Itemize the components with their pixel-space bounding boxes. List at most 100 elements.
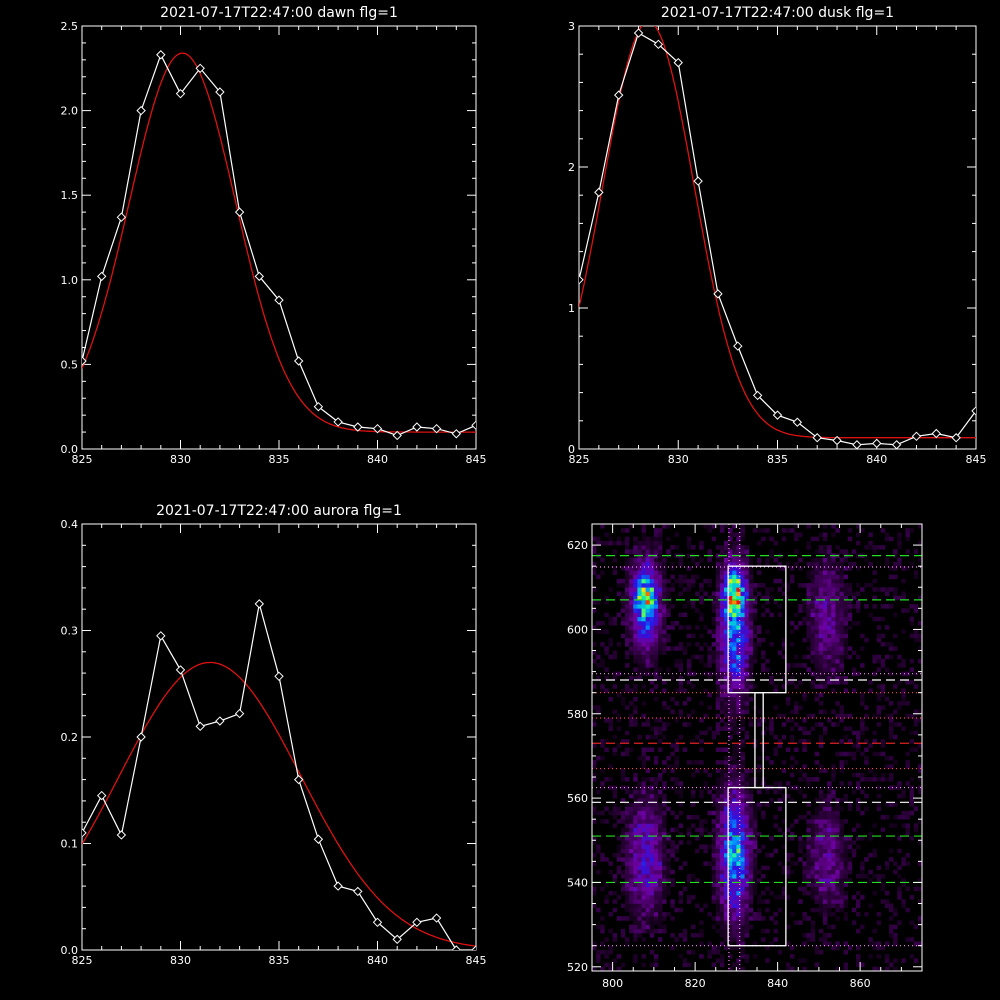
heatmap-cell <box>658 545 663 550</box>
heatmap-cell <box>752 633 758 639</box>
heatmap-cell <box>889 785 894 790</box>
heatmap-cell <box>596 599 601 605</box>
heatmap-cell <box>835 890 840 896</box>
heatmap-cell <box>653 789 659 795</box>
heatmap-cell <box>699 941 704 946</box>
heatmap-cell <box>748 895 754 900</box>
heatmap-cell <box>649 633 655 639</box>
heatmap-cell <box>740 595 745 601</box>
heatmap-cell <box>592 705 597 710</box>
heatmap-cell <box>637 549 642 554</box>
heatmap-cell <box>806 713 811 719</box>
heatmap-cell <box>620 903 626 909</box>
heatmap-cell <box>641 528 646 533</box>
heatmap-cell <box>744 768 750 774</box>
heatmap-cell <box>740 781 745 786</box>
heatmap-cell <box>649 561 655 567</box>
heatmap-cell <box>724 768 729 774</box>
heatmap-cell <box>806 739 811 744</box>
heatmap-cell <box>620 962 626 968</box>
heatmap-cell <box>736 684 741 689</box>
heatmap-cell <box>703 827 708 833</box>
heatmap-cell <box>814 751 820 757</box>
heatmap-cell <box>827 717 832 723</box>
heatmap-cell <box>649 895 655 900</box>
heatmap-cell <box>765 886 770 892</box>
heatmap-cell <box>592 625 597 630</box>
heatmap-cell <box>719 692 725 698</box>
heatmap-cell <box>719 608 725 613</box>
heatmap-cell <box>835 561 840 567</box>
heatmap-cell <box>785 717 791 723</box>
heatmap-cell <box>711 886 717 892</box>
heatmap-cell <box>649 890 655 896</box>
heatmap-cell <box>810 612 816 618</box>
heatmap-cell <box>831 680 836 685</box>
heatmap-cell <box>744 907 750 913</box>
heatmap-cell <box>662 701 667 706</box>
heatmap-cell <box>843 941 849 946</box>
heatmap-cell <box>827 658 832 664</box>
heatmap-cell <box>633 806 638 812</box>
heatmap-cell <box>740 701 745 706</box>
heatmap-cell <box>893 633 898 639</box>
heatmap-cell <box>637 566 642 571</box>
heatmap-cell <box>773 751 778 757</box>
heatmap-cell <box>827 675 832 681</box>
heatmap-cell <box>592 684 597 689</box>
heatmap-cell <box>637 886 642 892</box>
heatmap-cell <box>728 696 733 702</box>
heatmap-cell <box>641 629 646 634</box>
heatmap-cell <box>810 633 816 639</box>
heatmap-cell <box>856 566 861 571</box>
heatmap-cell <box>699 831 704 837</box>
heatmap-cell <box>732 633 737 639</box>
heatmap-cell <box>645 608 651 613</box>
heatmap-cell <box>625 886 630 892</box>
heatmap-cell <box>732 684 737 689</box>
heatmap-cell <box>893 966 898 971</box>
heatmap-cell <box>653 928 659 934</box>
heatmap-cell <box>678 865 684 871</box>
heatmap-cell <box>649 620 655 626</box>
heatmap-cell <box>670 903 675 909</box>
heatmap-cell <box>612 557 618 563</box>
heatmap-cell <box>629 878 634 883</box>
heatmap-cell <box>740 869 745 875</box>
heatmap-cell <box>757 899 762 904</box>
heatmap-cell <box>641 890 646 896</box>
heatmap-cell <box>835 583 840 588</box>
heatmap-cell <box>728 954 733 959</box>
heatmap-cell <box>897 895 902 900</box>
heatmap-cell <box>604 540 609 546</box>
heatmap-cell <box>629 789 634 795</box>
heatmap-cell <box>649 823 655 828</box>
heatmap-cell <box>715 680 721 685</box>
heatmap-cell <box>637 578 642 584</box>
heatmap-cell <box>740 680 745 685</box>
heatmap-cell <box>736 663 741 668</box>
heatmap-cell <box>740 709 745 715</box>
heatmap-cell <box>637 629 642 634</box>
heatmap-cell <box>814 852 820 858</box>
heatmap-cell <box>913 637 919 643</box>
heatmap-cell <box>699 701 704 706</box>
heatmap-cell <box>691 793 696 799</box>
heatmap-cell <box>897 793 902 799</box>
heatmap-cell <box>686 874 692 879</box>
heatmap-cell <box>724 903 729 909</box>
heatmap-cell <box>707 663 712 668</box>
heatmap-cell <box>596 958 601 963</box>
heatmap-cell <box>790 574 795 580</box>
heatmap-cell <box>612 823 618 828</box>
heatmap-cell <box>596 705 601 710</box>
heatmap-cell <box>851 907 857 913</box>
heatmap-cell <box>732 701 737 706</box>
heatmap-cell <box>785 696 791 702</box>
heatmap-cell <box>810 616 816 622</box>
heatmap-cell <box>806 819 811 824</box>
heatmap-cell <box>703 781 708 786</box>
heatmap-cell <box>736 874 741 879</box>
